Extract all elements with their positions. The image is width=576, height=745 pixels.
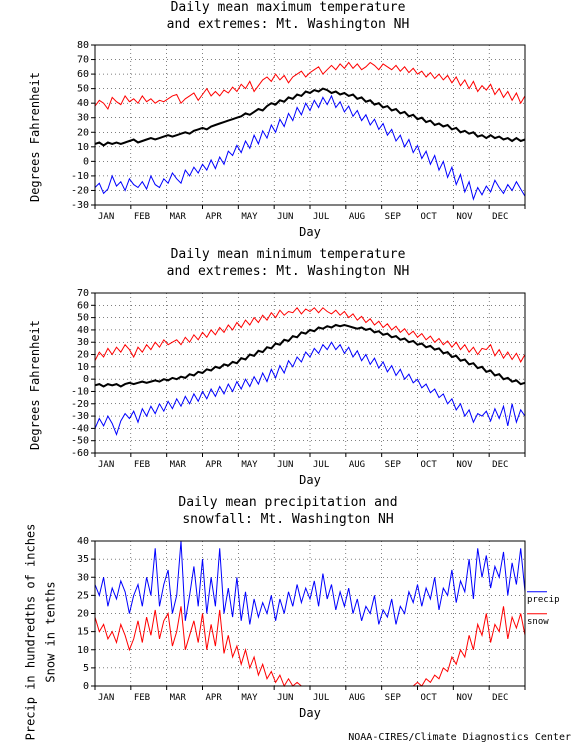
svg-text:0: 0: [83, 681, 89, 692]
svg-text:MAY: MAY: [241, 212, 258, 222]
svg-text:30: 30: [77, 572, 89, 583]
svg-text:50: 50: [77, 313, 89, 324]
svg-text:OCT: OCT: [421, 212, 438, 222]
svg-text:15: 15: [77, 627, 89, 638]
svg-text:70: 70: [77, 55, 89, 66]
svg-text:OCT: OCT: [421, 693, 438, 703]
svg-text:precip: precip: [527, 595, 560, 605]
svg-text:MAR: MAR: [170, 212, 187, 222]
svg-text:MAY: MAY: [241, 693, 258, 703]
chart3-ylabel2: Snow in tenths: [44, 581, 58, 682]
svg-text:FEB: FEB: [134, 693, 150, 703]
svg-text:SEP: SEP: [385, 693, 402, 703]
footer-credit: NOAA-CIRES/Climate Diagnostics Center: [348, 732, 571, 743]
svg-text:35: 35: [77, 554, 89, 565]
chart3-title: Daily mean precipitation and snowfall: M…: [0, 495, 576, 529]
svg-text:JUL: JUL: [313, 693, 329, 703]
svg-text:SEP: SEP: [385, 460, 402, 470]
svg-text:OCT: OCT: [421, 460, 438, 470]
svg-text:30: 30: [77, 113, 89, 124]
svg-text:30: 30: [77, 337, 89, 348]
svg-text:80: 80: [77, 40, 89, 51]
chart1-xlabel: Day: [95, 225, 525, 239]
svg-text:40: 40: [77, 536, 89, 547]
chart1-plot: -30-20-1001020304050607080JANFEBMARAPRMA…: [95, 45, 575, 235]
svg-text:5: 5: [83, 663, 89, 674]
svg-text:NOV: NOV: [456, 460, 473, 470]
svg-text:-20: -20: [71, 399, 89, 410]
svg-text:20: 20: [77, 609, 89, 620]
svg-text:NOV: NOV: [456, 693, 473, 703]
svg-text:-30: -30: [71, 411, 89, 422]
svg-text:0: 0: [83, 374, 89, 385]
svg-text:10: 10: [77, 645, 89, 656]
svg-text:JAN: JAN: [98, 693, 114, 703]
svg-text:20: 20: [77, 127, 89, 138]
svg-text:JUL: JUL: [313, 460, 329, 470]
svg-text:APR: APR: [206, 212, 223, 222]
svg-text:JUL: JUL: [313, 212, 329, 222]
svg-text:-20: -20: [71, 185, 89, 196]
svg-text:25: 25: [77, 590, 89, 601]
svg-text:JUN: JUN: [277, 460, 293, 470]
chart2-title: Daily mean minimum temperature and extre…: [0, 247, 576, 281]
svg-text:AUG: AUG: [349, 693, 365, 703]
svg-text:NOV: NOV: [456, 212, 473, 222]
svg-text:70: 70: [77, 288, 89, 299]
svg-text:MAR: MAR: [170, 460, 187, 470]
chart3-xlabel: Day: [95, 706, 525, 720]
chart2-xlabel: Day: [95, 473, 525, 487]
svg-text:JUN: JUN: [277, 693, 293, 703]
svg-text:-40: -40: [71, 423, 89, 434]
chart1-title: Daily mean maximum temperature and extre…: [0, 0, 576, 34]
svg-text:-30: -30: [71, 200, 89, 211]
svg-text:SEP: SEP: [385, 212, 402, 222]
chart3-ylabel1: Precip in hundredths of inches: [23, 524, 37, 741]
svg-text:20: 20: [77, 350, 89, 361]
svg-text:-60: -60: [71, 448, 89, 459]
svg-text:MAY: MAY: [241, 460, 258, 470]
chart1-ylabel: Degrees Fahrenheit: [28, 72, 42, 202]
svg-text:JUN: JUN: [277, 212, 293, 222]
svg-text:-50: -50: [71, 436, 89, 447]
svg-text:FEB: FEB: [134, 212, 150, 222]
svg-text:60: 60: [77, 300, 89, 311]
svg-text:40: 40: [77, 325, 89, 336]
svg-text:-10: -10: [71, 171, 89, 182]
svg-text:MAR: MAR: [170, 693, 187, 703]
svg-text:DEC: DEC: [492, 212, 508, 222]
svg-text:60: 60: [77, 69, 89, 80]
svg-text:10: 10: [77, 362, 89, 373]
svg-text:10: 10: [77, 142, 89, 153]
chart2-ylabel: Degrees Fahrenheit: [28, 320, 42, 450]
svg-text:APR: APR: [206, 693, 223, 703]
svg-text:AUG: AUG: [349, 212, 365, 222]
svg-text:50: 50: [77, 84, 89, 95]
chart2-plot: -60-50-40-30-20-10010203040506070JANFEBM…: [95, 293, 575, 483]
svg-text:APR: APR: [206, 460, 223, 470]
svg-text:JAN: JAN: [98, 212, 114, 222]
svg-text:AUG: AUG: [349, 460, 365, 470]
svg-text:JAN: JAN: [98, 460, 114, 470]
chart3-plot: 0510152025303540JANFEBMARAPRMAYJUNJULAUG…: [95, 541, 575, 716]
svg-text:0: 0: [83, 156, 89, 167]
svg-text:-10: -10: [71, 386, 89, 397]
svg-text:FEB: FEB: [134, 460, 150, 470]
svg-text:DEC: DEC: [492, 693, 508, 703]
svg-text:40: 40: [77, 98, 89, 109]
svg-text:DEC: DEC: [492, 460, 508, 470]
svg-text:snow: snow: [527, 617, 549, 627]
